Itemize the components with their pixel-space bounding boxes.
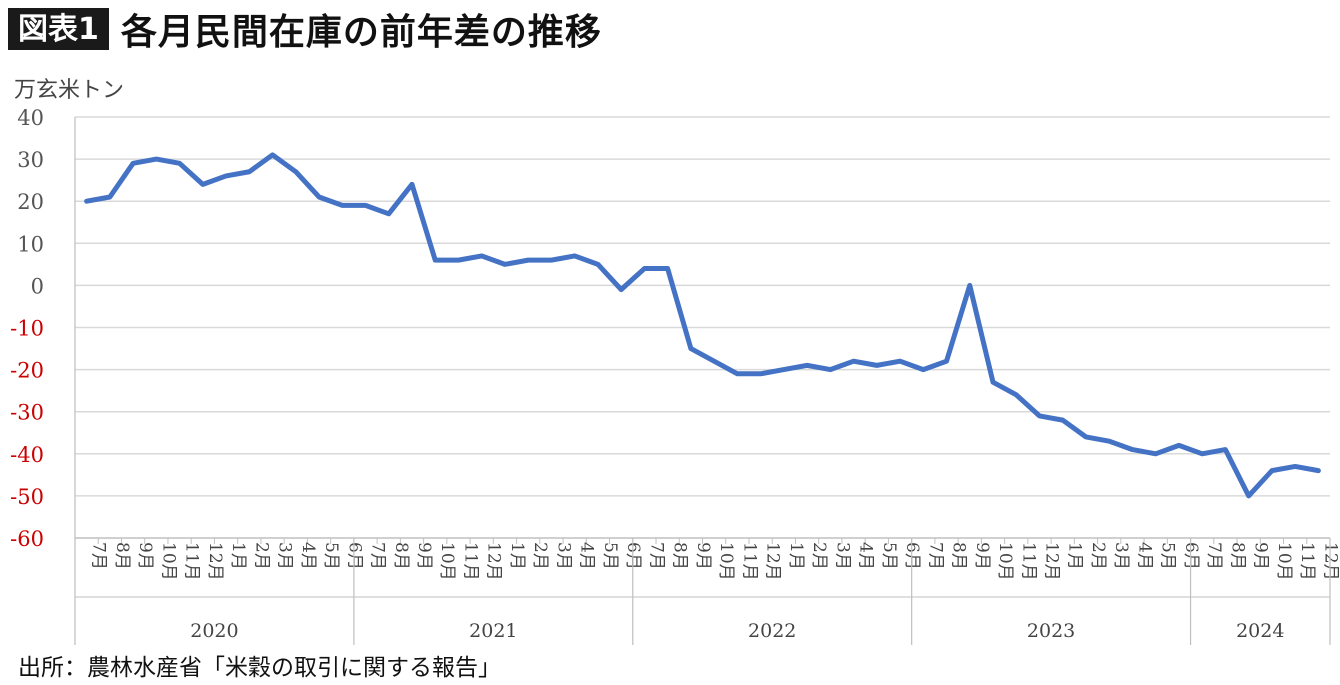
x-tick-label: 2月 [1088, 542, 1108, 570]
year-label: 2024 [1236, 620, 1284, 642]
y-tick-label: 0 [31, 274, 44, 298]
x-tick-label: 5月 [600, 542, 620, 570]
y-tick-label: 30 [17, 148, 44, 172]
x-tick-label: 12月 [205, 542, 225, 581]
x-tick-label: 9月 [972, 542, 992, 570]
x-tick-label: 4月 [856, 542, 876, 570]
x-tick-label: 12月 [484, 542, 504, 581]
x-tick-label: 10月 [995, 542, 1015, 581]
x-tick-label: 8月 [1227, 542, 1247, 570]
x-tick-label: 2月 [530, 542, 550, 570]
year-label: 2020 [190, 620, 238, 642]
x-tick-label: 10月 [1274, 542, 1294, 581]
x-tick-label: 11月 [739, 542, 759, 581]
x-tick-label: 5月 [321, 542, 341, 570]
chart-header: 図表1 各月民間在庫の前年差の推移 [8, 4, 602, 54]
x-tick-label: 10月 [437, 542, 457, 581]
x-tick-label: 9月 [693, 542, 713, 570]
y-tick-label: -10 [10, 317, 44, 341]
source-note: 出所：農林水産省「米穀の取引に関する報告」 [18, 655, 501, 681]
x-tick-label: 3月 [1111, 542, 1131, 570]
x-tick-label: 5月 [879, 542, 899, 570]
x-tick-label: 10月 [158, 542, 178, 581]
year-label: 2021 [469, 620, 517, 642]
chart-title: 各月民間在庫の前年差の推移 [120, 12, 602, 53]
x-tick-label: 7月 [89, 542, 109, 570]
x-tick-label: 1月 [786, 542, 806, 570]
x-tick-label: 7月 [925, 542, 945, 570]
x-tick-label: 4月 [298, 542, 318, 570]
year-label: 2023 [1027, 620, 1075, 642]
x-tick-label: 8月 [112, 542, 132, 570]
y-tick-label: -60 [10, 527, 44, 551]
series-line [84, 152, 1321, 499]
figure-tag: 図表1 [8, 8, 109, 50]
x-tick-label: 4月 [1134, 542, 1154, 570]
x-tick-label: 12月 [1041, 542, 1061, 581]
y-tick-label: -30 [10, 401, 44, 425]
y-tick-label: 40 [17, 106, 44, 130]
x-tick-label: 2月 [251, 542, 271, 570]
x-tick-label: 11月 [460, 542, 480, 581]
x-tick-label: 11月 [182, 542, 202, 581]
x-tick-label: 9月 [135, 542, 155, 570]
x-tick-label: 4月 [577, 542, 597, 570]
x-tick-label: 3月 [553, 542, 573, 570]
y-tick-label: -50 [10, 485, 44, 509]
x-tick-label: 2月 [809, 542, 829, 570]
x-tick-label: 11月 [1297, 542, 1317, 581]
x-tick-label: 11月 [1018, 542, 1038, 581]
y-axis-unit-label: 万玄米トン [14, 78, 125, 103]
x-tick-label: 12月 [763, 542, 783, 581]
y-tick-label: -20 [10, 359, 44, 383]
x-tick-label: 1月 [228, 542, 248, 570]
y-tick-label: -40 [10, 443, 44, 467]
y-tick-label: 10 [17, 232, 44, 256]
x-tick-label: 7月 [646, 542, 666, 570]
x-tick-label: 8月 [949, 542, 969, 570]
x-tick-label: 3月 [832, 542, 852, 570]
x-tick-label: 7月 [1204, 542, 1224, 570]
x-tick-label: 5月 [1158, 542, 1178, 570]
x-tick-label: 7月 [368, 542, 388, 570]
x-tick-label: 8月 [670, 542, 690, 570]
x-tick-label: 9月 [414, 542, 434, 570]
y-tick-label: 20 [17, 190, 44, 214]
x-tick-label: 1月 [507, 542, 527, 570]
x-tick-label: 8月 [391, 542, 411, 570]
x-tick-label: 1月 [1065, 542, 1085, 570]
year-label: 2022 [748, 620, 796, 642]
x-tick-label: 9月 [1251, 542, 1271, 570]
x-tick-label: 10月 [716, 542, 736, 581]
x-tick-label: 3月 [275, 542, 295, 570]
